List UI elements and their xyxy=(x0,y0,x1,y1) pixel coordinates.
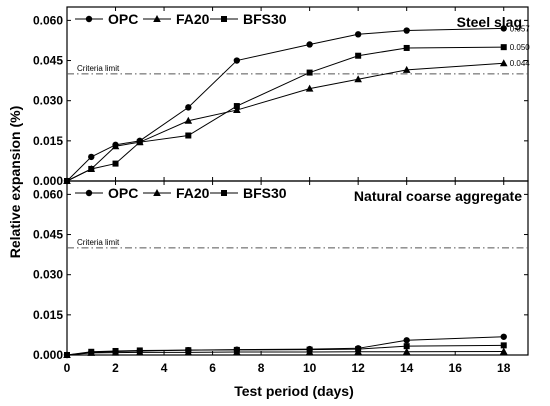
data-point xyxy=(305,84,314,92)
data-point xyxy=(88,165,95,172)
data-point xyxy=(111,142,120,150)
data-point xyxy=(112,160,119,167)
data-point xyxy=(306,69,313,76)
data-point xyxy=(185,104,192,111)
data-point xyxy=(354,75,362,83)
data-point xyxy=(306,41,313,48)
data-point xyxy=(499,59,508,67)
legend-marker xyxy=(153,189,161,196)
data-point xyxy=(88,153,95,161)
y-axis-title: Relative expansion (%) xyxy=(7,106,23,259)
data-point xyxy=(500,25,507,32)
data-point xyxy=(500,342,507,349)
x-axis-ticks: 0 2 4 6 8 10 12 14 16 18 xyxy=(64,361,511,375)
y-tick-label: 0.000 xyxy=(33,348,63,362)
data-point xyxy=(185,132,192,139)
data-point xyxy=(233,106,241,114)
legend-label: OPC xyxy=(108,11,138,27)
x-tick-label: 16 xyxy=(449,361,463,375)
x-tick-label: 10 xyxy=(303,361,317,375)
data-label: 0.057 xyxy=(510,24,531,33)
data-point xyxy=(500,333,507,340)
data-point xyxy=(403,44,410,51)
criteria-limit-label: Criteria limit xyxy=(77,64,120,73)
data-point xyxy=(500,44,507,51)
y-tick-label: 0.060 xyxy=(33,187,63,201)
panel-natural-coarse-aggregate: 0.000 0.015 0.030 0.045 0.060 Criteria limit N… xyxy=(33,180,529,362)
legend-label: BFS30 xyxy=(243,185,287,201)
x-tick-label: 2 xyxy=(112,361,119,375)
data-point xyxy=(112,347,119,354)
series-line xyxy=(66,344,504,356)
x-tick-label: 14 xyxy=(400,361,414,375)
legend-label: FA20 xyxy=(176,11,210,27)
series-line xyxy=(66,351,504,356)
data-label: 0.050 xyxy=(510,43,531,52)
data-point xyxy=(499,347,508,355)
data-label: 0.044 xyxy=(510,59,531,68)
data-point xyxy=(233,57,241,64)
x-tick-label: 12 xyxy=(351,361,365,375)
plot-frame xyxy=(66,180,529,356)
data-point xyxy=(233,346,240,353)
legend-marker xyxy=(85,189,93,197)
x-tick-label: 6 xyxy=(209,361,216,375)
data-point xyxy=(403,27,410,34)
data-point xyxy=(136,139,143,146)
data-point xyxy=(185,347,192,354)
y-tick-label: 0.030 xyxy=(33,268,63,282)
data-point xyxy=(233,103,240,110)
legend-marker xyxy=(85,15,93,23)
y-tick-label: 0.030 xyxy=(33,94,63,108)
criteria-limit-label: Criteria limit xyxy=(77,238,120,247)
panel-title: Natural coarse aggregate xyxy=(354,188,522,204)
data-point xyxy=(403,343,410,350)
y-tick-label: 0.045 xyxy=(33,54,63,68)
legend-label: FA20 xyxy=(176,185,210,201)
x-axis-title: Test period (days) xyxy=(234,383,354,399)
data-point xyxy=(184,116,193,124)
series-line xyxy=(66,46,504,182)
x-tick-label: 0 xyxy=(64,361,71,375)
data-point xyxy=(354,31,362,38)
legend-marker xyxy=(221,16,227,22)
y-tick-label: 0.045 xyxy=(33,228,63,242)
legend-label: BFS30 xyxy=(243,11,287,27)
series-line xyxy=(66,27,504,182)
y-tick-label: 0.015 xyxy=(33,308,63,322)
legend-marker xyxy=(221,190,227,196)
data-point xyxy=(88,348,95,355)
data-point xyxy=(355,52,362,59)
legend-marker xyxy=(153,15,161,22)
y-tick-label: 0.015 xyxy=(33,134,63,148)
x-tick-label: 4 xyxy=(161,361,168,375)
plot-frame xyxy=(66,6,529,182)
x-tick-label: 18 xyxy=(497,361,511,375)
legend-label: OPC xyxy=(108,185,138,201)
y-tick-label: 0.000 xyxy=(33,174,63,188)
data-point xyxy=(402,347,411,355)
series-line xyxy=(66,62,504,182)
data-point xyxy=(306,346,313,353)
data-point xyxy=(64,352,70,358)
x-tick-label: 8 xyxy=(258,361,265,375)
data-point xyxy=(403,337,410,344)
data-point xyxy=(136,347,143,354)
data-point xyxy=(402,65,411,73)
y-tick-label: 0.060 xyxy=(33,13,63,27)
data-point xyxy=(355,346,362,353)
